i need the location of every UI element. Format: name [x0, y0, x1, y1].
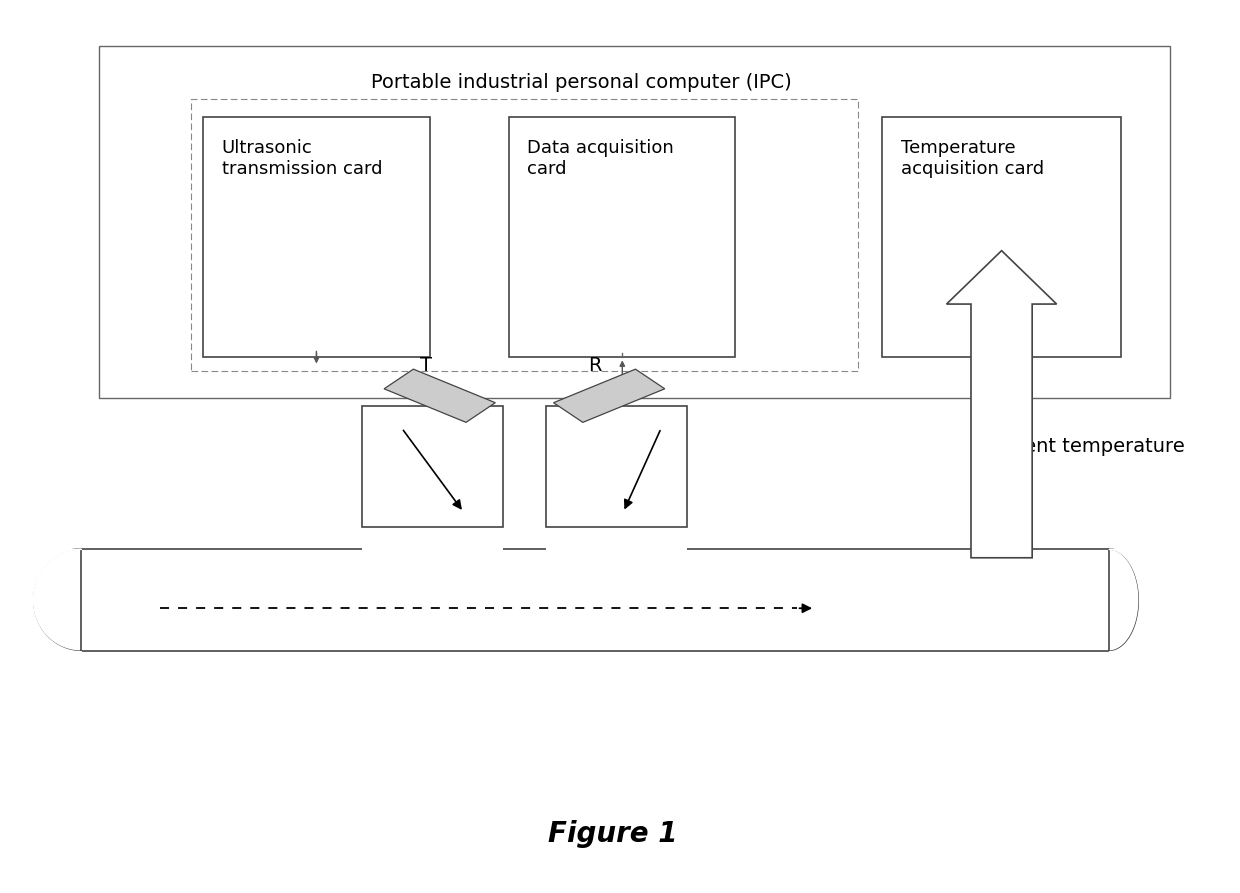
- Bar: [362, 406, 503, 527]
- Polygon shape: [946, 251, 1056, 558]
- Bar: [81, 549, 1109, 651]
- Polygon shape: [553, 369, 665, 422]
- Text: Data acquisition
card: Data acquisition card: [527, 139, 675, 179]
- Polygon shape: [384, 369, 495, 422]
- Bar: [510, 117, 735, 357]
- Bar: [546, 547, 687, 551]
- Text: Ultrasonic
transmission card: Ultrasonic transmission card: [222, 139, 382, 179]
- Bar: [191, 99, 858, 371]
- Text: Figure 1: Figure 1: [548, 820, 678, 847]
- Text: T: T: [419, 356, 432, 375]
- Bar: [883, 117, 1121, 357]
- Bar: [99, 46, 1169, 397]
- Text: Temperature
acquisition card: Temperature acquisition card: [900, 139, 1044, 179]
- Text: Ambient temperature: Ambient temperature: [975, 437, 1184, 456]
- Bar: [203, 117, 429, 357]
- Text: R: R: [588, 356, 601, 375]
- Bar: [362, 547, 503, 551]
- Bar: [546, 406, 687, 527]
- Text: Portable industrial personal computer (IPC): Portable industrial personal computer (I…: [371, 72, 791, 92]
